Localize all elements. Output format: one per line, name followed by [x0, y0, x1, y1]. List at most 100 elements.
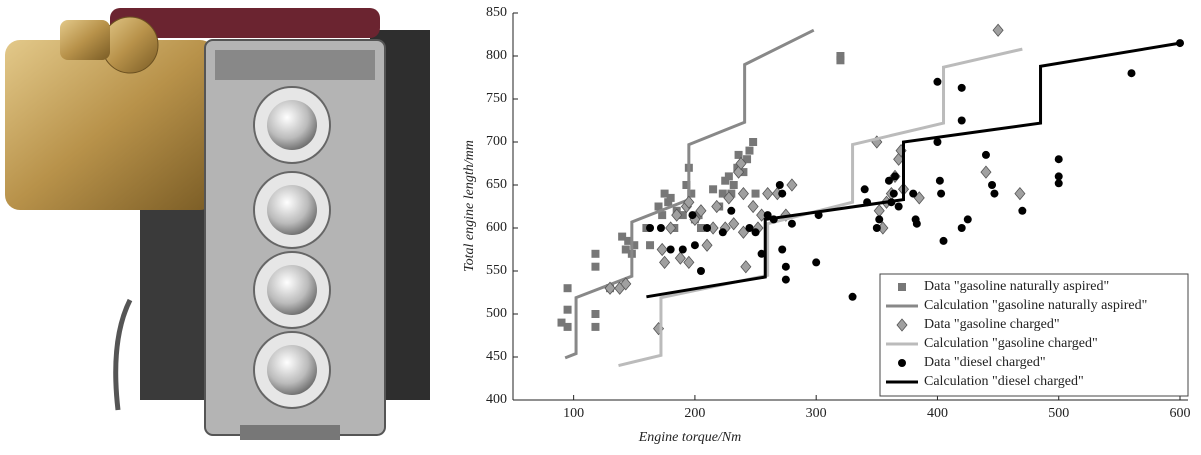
- circle-marker: [894, 202, 903, 211]
- circle-marker: [745, 224, 754, 232]
- diamond-marker: [747, 199, 759, 214]
- legend-label: Data "diesel charged": [924, 355, 1046, 370]
- y-tick-label: 600: [486, 220, 507, 235]
- legend-label: Data "gasoline charged": [924, 317, 1060, 332]
- diamond-marker: [737, 186, 749, 201]
- square-marker: [734, 150, 743, 159]
- legend-label: Calculation "gasoline naturally aspired": [924, 298, 1147, 313]
- square-marker: [721, 176, 730, 185]
- circle-marker: [933, 77, 942, 86]
- square-marker: [654, 202, 663, 211]
- diamond-marker: [873, 204, 885, 218]
- circle-marker: [781, 275, 790, 284]
- diamond-marker: [735, 156, 747, 171]
- diamond-marker: [786, 178, 798, 192]
- diamond-marker: [683, 255, 695, 270]
- square-marker: [624, 236, 633, 245]
- square-marker: [694, 211, 703, 220]
- circle-marker: [957, 224, 966, 232]
- square-marker: [630, 241, 639, 250]
- circle-marker: [812, 258, 821, 267]
- circle-marker: [688, 211, 697, 220]
- square-marker: [687, 189, 696, 198]
- square-marker: [666, 193, 675, 202]
- circle-marker: [763, 211, 772, 220]
- square-marker: [724, 172, 733, 181]
- legend-label: Calculation "diesel charged": [924, 374, 1084, 389]
- square-marker: [751, 189, 760, 198]
- x-tick-label: 100: [563, 406, 584, 421]
- circle-marker: [781, 262, 790, 271]
- diamond-marker: [723, 191, 735, 205]
- x-tick-label: 200: [684, 406, 705, 421]
- square-marker: [836, 52, 845, 60]
- diamond-marker: [604, 281, 616, 295]
- square-marker: [557, 318, 566, 327]
- circle-marker: [718, 228, 727, 237]
- square-marker: [836, 56, 845, 65]
- square-marker: [646, 241, 655, 250]
- circle-marker: [884, 176, 893, 185]
- circle-marker: [957, 116, 966, 125]
- circle-marker: [981, 150, 990, 159]
- diamond-marker: [728, 217, 740, 231]
- circle-marker: [1054, 155, 1063, 164]
- circle-marker: [678, 245, 687, 254]
- circle-marker: [937, 189, 946, 198]
- circle-marker: [1127, 69, 1136, 78]
- circle-marker: [690, 241, 699, 250]
- circle-marker: [939, 236, 948, 245]
- calculation-line: [646, 41, 1181, 299]
- square-marker: [743, 155, 752, 164]
- legend-label: Calculation "gasoline charged": [924, 336, 1098, 351]
- circle-marker: [963, 215, 972, 224]
- y-tick-label: 500: [486, 306, 507, 321]
- diamond-marker: [762, 186, 774, 201]
- calculation-line: [564, 28, 815, 360]
- circle-marker: [988, 181, 997, 189]
- circle-marker: [933, 138, 942, 146]
- diamond-marker: [740, 260, 752, 274]
- y-tick-label: 450: [486, 349, 507, 364]
- x-tick-label: 300: [806, 406, 827, 421]
- circle-marker: [872, 224, 881, 232]
- circle-marker: [703, 224, 712, 232]
- circle-marker: [990, 189, 999, 198]
- square-marker: [591, 262, 600, 271]
- y-tick-label: 850: [486, 5, 507, 20]
- y-axis-label: Total engine length/mm: [462, 140, 477, 272]
- diamond-marker: [701, 238, 713, 252]
- circle-marker: [787, 219, 796, 228]
- diamond-marker: [711, 199, 723, 214]
- square-marker: [898, 283, 906, 291]
- square-marker: [745, 146, 754, 155]
- circle-marker: [778, 245, 787, 254]
- square-marker: [563, 305, 572, 314]
- circle-marker: [656, 224, 665, 232]
- circle-marker: [860, 185, 869, 194]
- square-marker: [749, 138, 758, 146]
- circle-marker: [935, 176, 944, 185]
- circle-marker: [1018, 206, 1027, 215]
- square-marker: [660, 189, 669, 198]
- circle-marker: [909, 189, 918, 198]
- y-tick-label: 550: [486, 263, 507, 278]
- y-tick-label: 650: [486, 177, 507, 192]
- square-marker: [682, 181, 691, 189]
- diamond-marker: [656, 242, 668, 257]
- circle-marker: [696, 267, 705, 275]
- circle-marker: [912, 219, 921, 228]
- x-axis-label: Engine torque/Nm: [638, 430, 742, 445]
- x-tick-label: 600: [1170, 406, 1191, 421]
- diamond-marker: [896, 318, 908, 332]
- circle-marker: [848, 292, 857, 301]
- y-tick-label: 750: [486, 91, 507, 106]
- circle-marker: [666, 245, 675, 254]
- diamond-marker: [665, 221, 677, 235]
- square-marker: [618, 232, 627, 241]
- diamond-marker: [659, 255, 671, 270]
- x-tick-label: 400: [927, 406, 948, 421]
- circle-marker: [957, 83, 966, 92]
- circle-marker: [751, 228, 760, 237]
